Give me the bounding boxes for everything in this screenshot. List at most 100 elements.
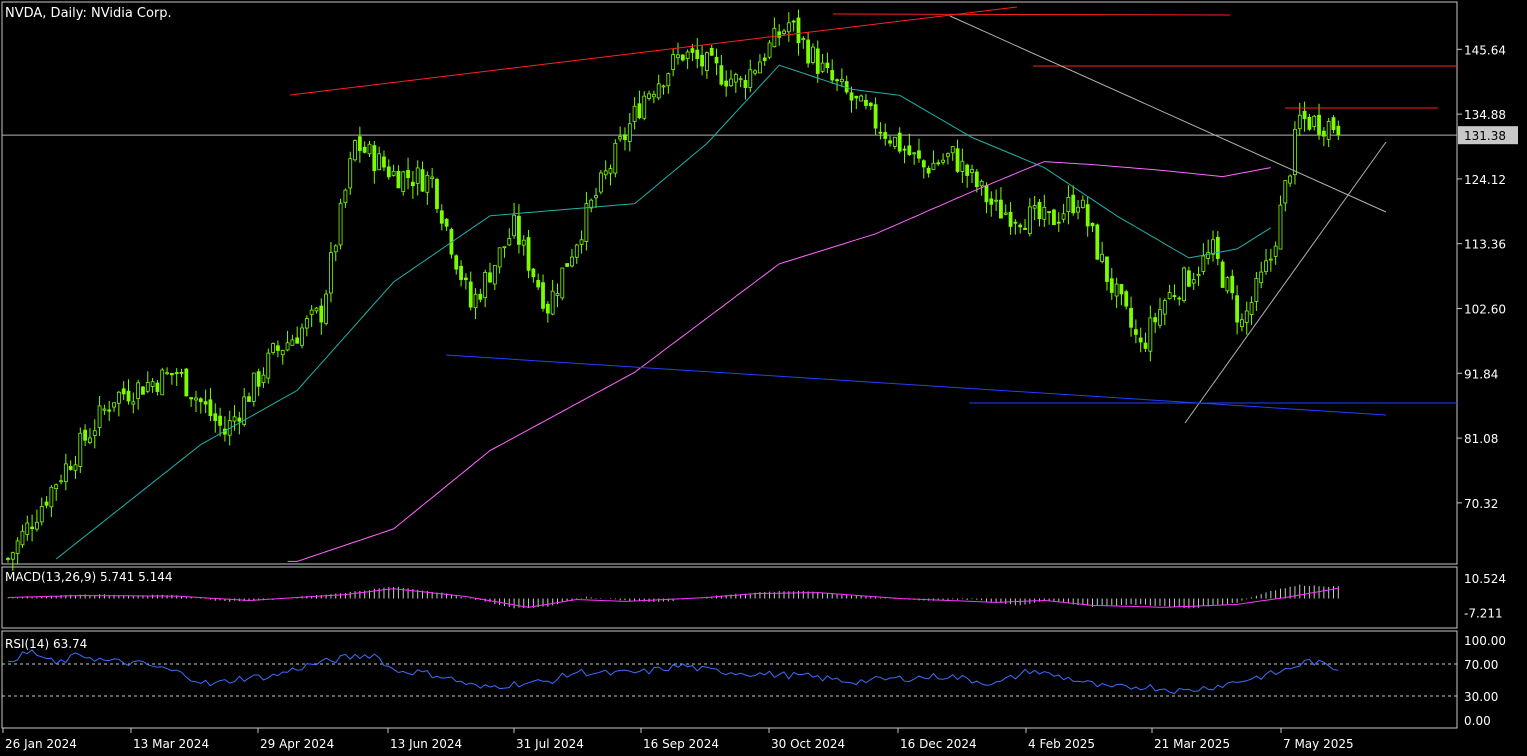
candle-body bbox=[1061, 213, 1066, 220]
candle bbox=[883, 123, 888, 146]
candle bbox=[44, 496, 49, 509]
rsi-panel[interactable]: RSI(14) 63.74 bbox=[1, 630, 1458, 729]
candle bbox=[425, 171, 430, 205]
time-tick-label: 4 Feb 2025 bbox=[1028, 737, 1095, 751]
candle bbox=[285, 330, 290, 352]
candle-body bbox=[1187, 270, 1191, 287]
candle bbox=[541, 274, 545, 312]
ascending-trendline[interactable] bbox=[1184, 141, 1387, 424]
resistance-level-top[interactable] bbox=[832, 13, 1231, 16]
candle bbox=[637, 90, 642, 120]
candle-body bbox=[338, 202, 343, 246]
candle-body bbox=[883, 132, 888, 139]
candle-body bbox=[656, 83, 661, 99]
candle bbox=[974, 168, 979, 193]
candle-body bbox=[647, 93, 651, 99]
candle-body bbox=[545, 303, 550, 314]
candle-body bbox=[873, 104, 878, 129]
candle bbox=[565, 263, 570, 267]
candle-body bbox=[237, 417, 242, 422]
candle-body bbox=[671, 54, 676, 70]
candle-body bbox=[565, 263, 570, 267]
candle bbox=[1167, 284, 1172, 300]
macd-panel[interactable]: MACD(13,26,9) 5.741 5.144 bbox=[1, 566, 1458, 629]
candle bbox=[1162, 298, 1167, 326]
candle-body bbox=[126, 390, 131, 402]
candle bbox=[454, 254, 459, 275]
candle bbox=[830, 59, 835, 84]
price-panel[interactable]: NVDA, Daily: NVidia Corp. bbox=[1, 1, 1458, 571]
candle bbox=[550, 280, 555, 316]
resistance-trendline[interactable] bbox=[289, 6, 1018, 96]
candle bbox=[714, 48, 719, 76]
rsi-tick-label: 30.00 bbox=[1464, 690, 1498, 704]
candle-body bbox=[39, 505, 44, 523]
candle-body bbox=[194, 397, 198, 401]
candle-body bbox=[1240, 319, 1244, 327]
candle bbox=[251, 372, 256, 407]
candle bbox=[1158, 297, 1162, 329]
candle-body bbox=[748, 69, 753, 88]
candle-body bbox=[1133, 329, 1138, 335]
candle-body bbox=[719, 65, 724, 85]
candle bbox=[121, 381, 126, 401]
candle-body bbox=[517, 215, 521, 245]
candle-body bbox=[353, 140, 357, 161]
candle-body bbox=[801, 38, 806, 40]
candle-body bbox=[367, 143, 372, 155]
candle-body bbox=[1259, 271, 1264, 284]
candle-body bbox=[382, 156, 386, 168]
candle bbox=[1235, 285, 1239, 335]
candle bbox=[116, 391, 121, 417]
candle-body bbox=[897, 132, 902, 152]
candle bbox=[377, 146, 382, 171]
candle bbox=[1317, 103, 1321, 140]
candle bbox=[333, 244, 338, 262]
candle-body bbox=[989, 198, 994, 205]
candle-body bbox=[1273, 245, 1278, 257]
candle-body bbox=[116, 391, 121, 404]
candle bbox=[367, 140, 372, 158]
candle bbox=[1268, 248, 1273, 272]
candle-body bbox=[1191, 279, 1196, 284]
candle bbox=[695, 38, 700, 69]
candle bbox=[1013, 219, 1018, 235]
candle bbox=[1148, 305, 1153, 362]
candle bbox=[521, 235, 526, 256]
candle-body bbox=[1215, 236, 1220, 259]
candle bbox=[165, 367, 169, 376]
candle-body bbox=[960, 160, 965, 172]
candle-body bbox=[160, 369, 165, 396]
candle bbox=[748, 59, 753, 93]
candle bbox=[97, 396, 102, 436]
rsi-line bbox=[7, 649, 1339, 695]
candle-body bbox=[59, 480, 63, 483]
time-tick-label: 26 Jan 2024 bbox=[5, 737, 77, 751]
candle bbox=[574, 243, 579, 264]
candle-body bbox=[1032, 205, 1037, 209]
candle bbox=[507, 228, 512, 247]
candle-body bbox=[1066, 196, 1071, 213]
candle-body bbox=[232, 416, 237, 422]
support-trendline[interactable] bbox=[445, 354, 1387, 416]
candle bbox=[700, 45, 704, 76]
candle bbox=[897, 127, 902, 154]
candle bbox=[1095, 223, 1100, 261]
candle bbox=[1100, 241, 1105, 264]
candle bbox=[406, 157, 410, 190]
macd-title: MACD(13,26,9) 5.741 5.144 bbox=[5, 570, 172, 584]
candle bbox=[878, 122, 883, 140]
descending-trendline[interactable] bbox=[949, 15, 1387, 213]
candle-body bbox=[492, 264, 497, 285]
candle-body bbox=[184, 368, 189, 397]
candle-body bbox=[430, 176, 435, 179]
candle-body bbox=[63, 463, 68, 483]
candle bbox=[20, 524, 25, 548]
candle-body bbox=[550, 290, 555, 315]
candle bbox=[160, 367, 165, 396]
price-tick-label: 113.36 bbox=[1464, 238, 1506, 252]
candle bbox=[208, 388, 213, 422]
candle-body bbox=[304, 318, 309, 329]
candle-body bbox=[88, 437, 92, 443]
price-tick-label: 134.88 bbox=[1464, 108, 1506, 122]
